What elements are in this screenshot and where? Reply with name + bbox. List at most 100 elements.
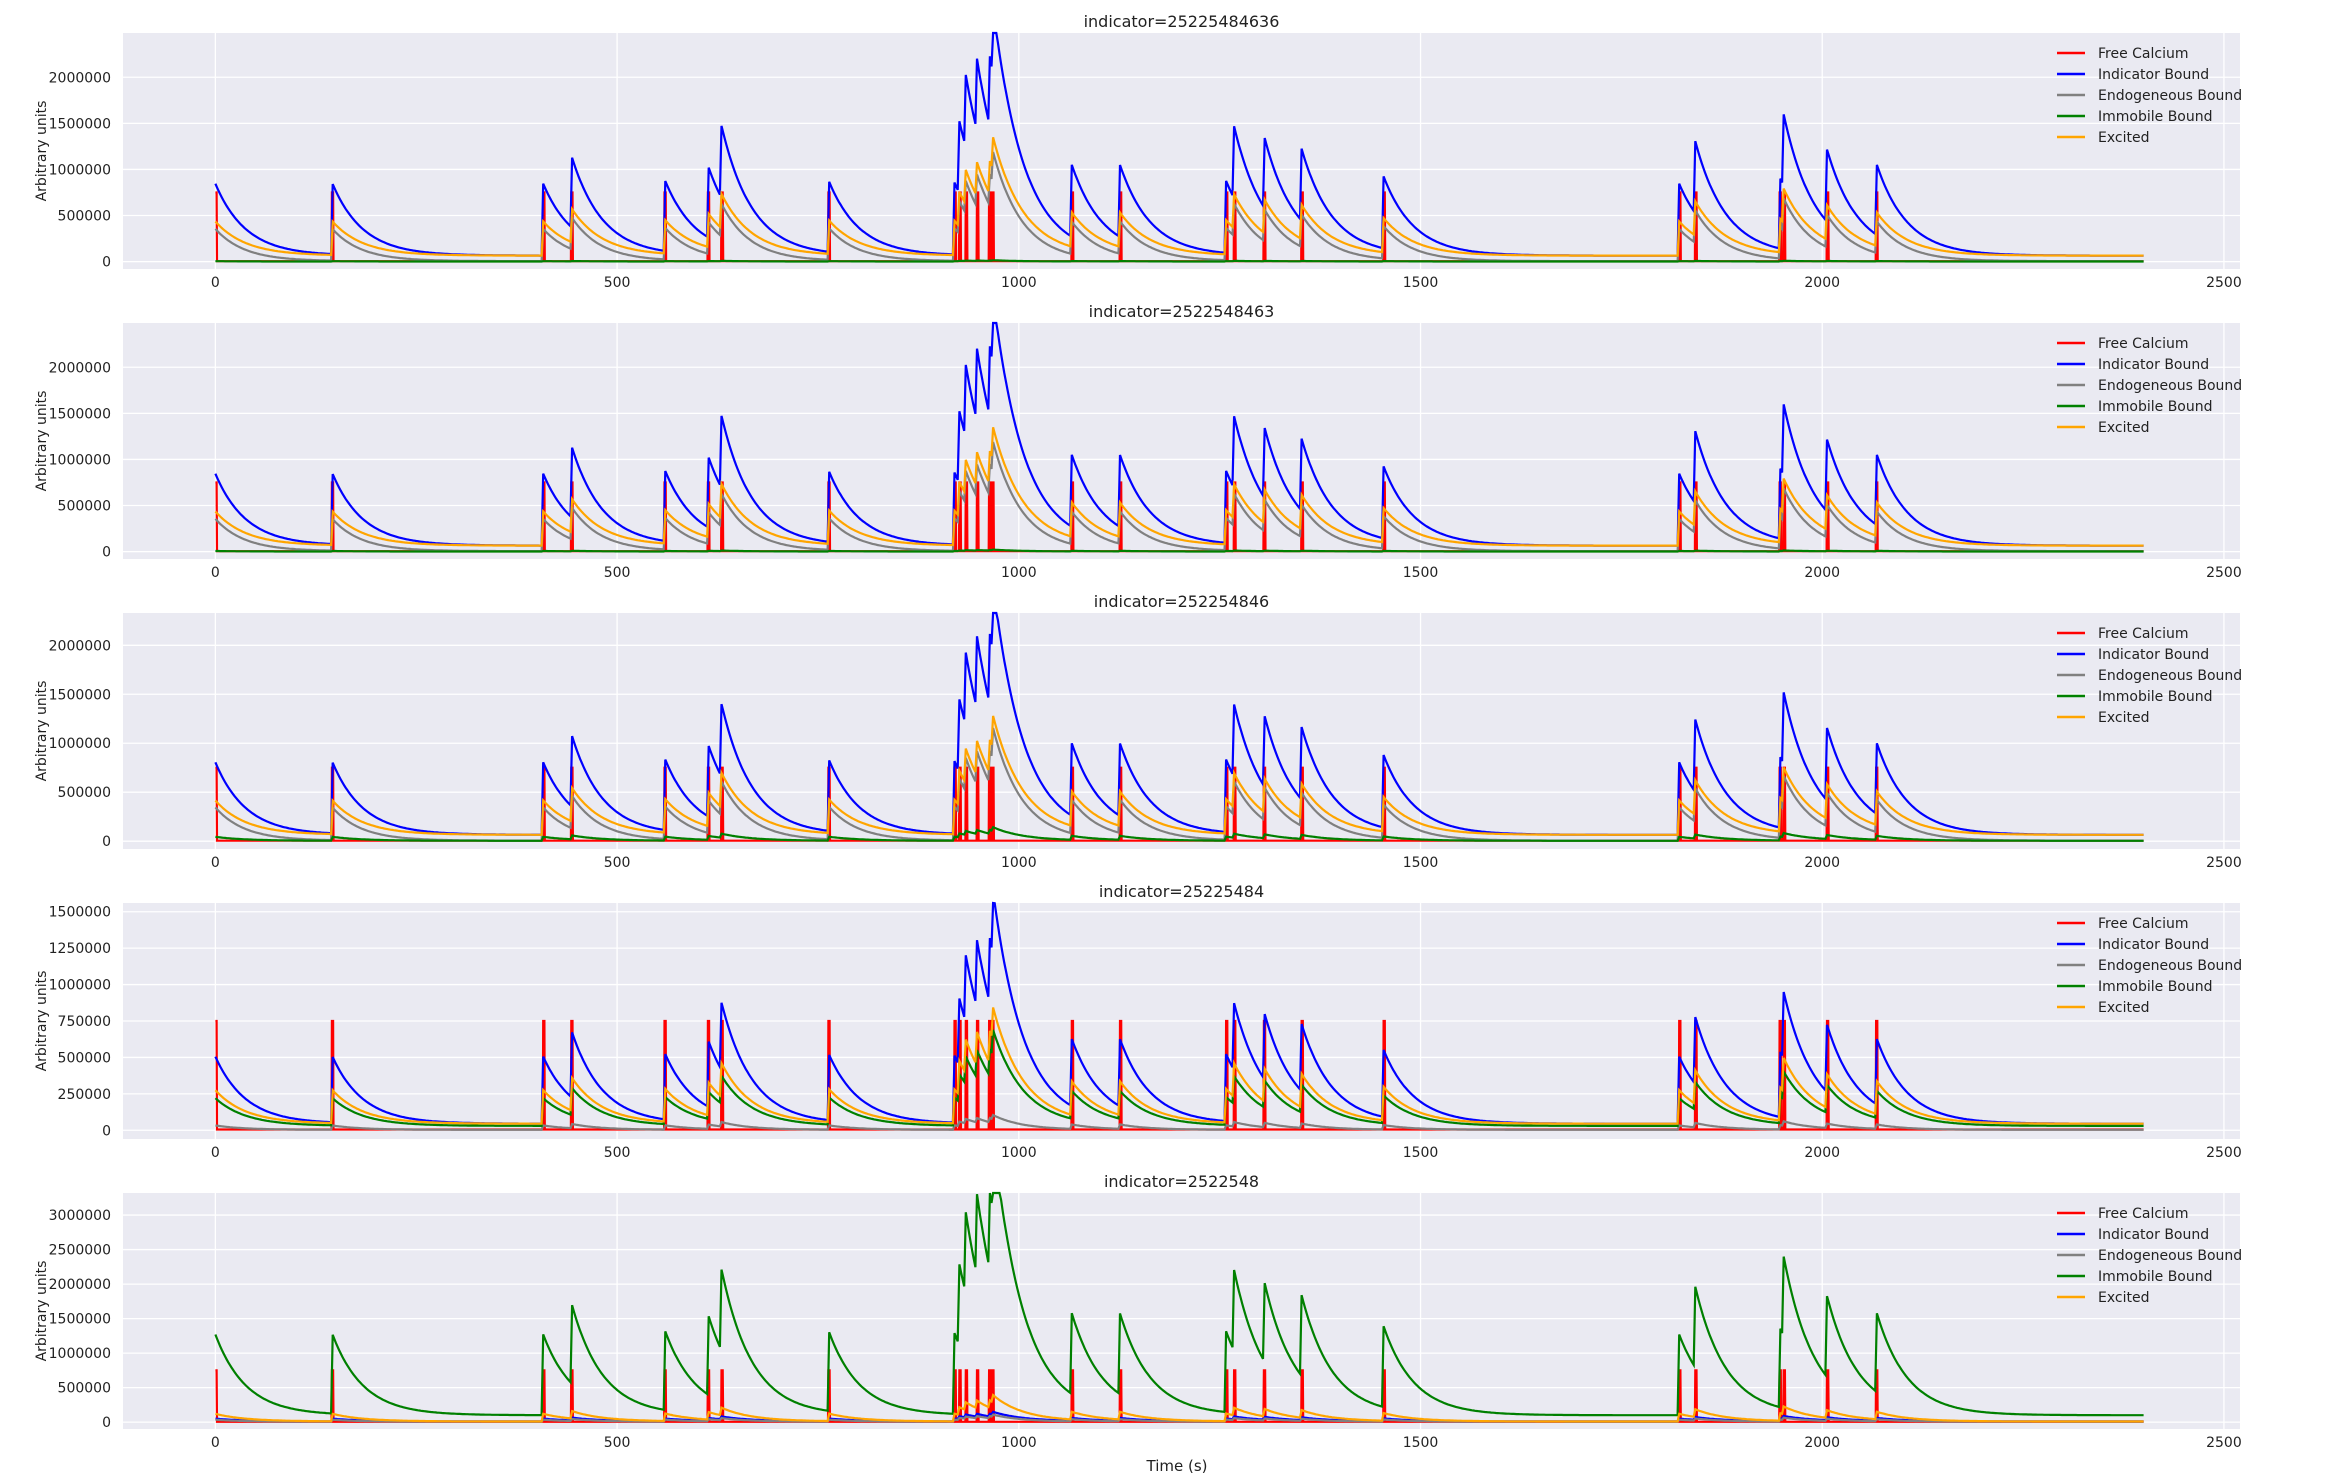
legend-label: Excited — [2098, 130, 2149, 146]
legend-label: Immobile Bound — [2098, 979, 2213, 995]
x-tick-label: 2500 — [2206, 565, 2242, 581]
y-tick-label: 1500000 — [49, 687, 111, 703]
y-tick-label: 2000000 — [49, 1277, 111, 1293]
chart-title: indicator=25225484636 — [1084, 12, 1280, 31]
y-tick-label: 0 — [102, 834, 111, 850]
y-tick-label: 1250000 — [49, 941, 111, 957]
x-tick-label: 500 — [604, 275, 631, 291]
y-tick-label: 1500000 — [49, 116, 111, 132]
x-tick-label: 0 — [211, 1435, 220, 1451]
y-tick-label: 1000000 — [49, 1346, 111, 1362]
x-tick-label: 1000 — [1001, 565, 1037, 581]
plot-area — [123, 33, 2240, 269]
y-tick-label: 250000 — [58, 1087, 111, 1103]
y-tick-label: 0 — [102, 255, 111, 271]
x-tick-label: 500 — [604, 1435, 631, 1451]
y-tick-label: 3000000 — [49, 1208, 111, 1224]
x-tick-label: 1500 — [1403, 1435, 1439, 1451]
legend-label: Excited — [2098, 420, 2149, 436]
y-tick-label: 1000000 — [49, 978, 111, 994]
x-axis-label: Time (s) — [1146, 1457, 1208, 1475]
series-line-immobile-bound — [214, 1029, 2144, 1127]
legend-label: Free Calcium — [2098, 1206, 2189, 1222]
legend-label: Endogeneous Bound — [2098, 958, 2242, 974]
chart-panel-2: indicator=2522548463 0 500 1000 1500 2000 2500… — [34, 302, 2242, 581]
x-tick-label: 1000 — [1001, 275, 1037, 291]
y-tick-label: 500000 — [58, 499, 111, 515]
legend-label: Free Calcium — [2098, 336, 2189, 352]
y-tick-label: 500000 — [58, 1381, 111, 1397]
series-line-excited — [215, 1393, 2144, 1423]
x-tick-label: 500 — [604, 1145, 631, 1161]
legend-label: Endogeneous Bound — [2098, 668, 2242, 684]
y-tick-label: 750000 — [58, 1014, 111, 1030]
chart-panel-1: indicator=25225484636 0 500 1000 1500 2000 250… — [34, 12, 2242, 291]
y-axis-label: Arbitrary units — [34, 971, 50, 1072]
x-tick-label: 1000 — [1001, 1145, 1037, 1161]
x-tick-label: 1000 — [1001, 855, 1037, 871]
x-tick-label: 2500 — [2206, 1435, 2242, 1451]
series-line-endogeneous-bound — [215, 1113, 2144, 1131]
x-tick-label: 1500 — [1403, 565, 1439, 581]
x-tick-label: 2000 — [1804, 565, 1840, 581]
y-tick-label: 0 — [102, 1415, 111, 1431]
y-axis-label: Arbitrary units — [34, 391, 50, 492]
chart-panel-4: indicator=25225484 0 500 1000 1500 2000 2500 0 2… — [34, 882, 2242, 1161]
y-tick-label: 500000 — [58, 209, 111, 225]
legend-label: Indicator Bound — [2098, 357, 2209, 373]
x-tick-label: 2500 — [2206, 275, 2242, 291]
x-tick-label: 2500 — [2206, 855, 2242, 871]
chart-panel-3: indicator=252254846 0 500 1000 1500 2000 2500 0… — [34, 592, 2242, 871]
y-tick-label: 2500000 — [49, 1243, 111, 1259]
legend-label: Endogeneous Bound — [2098, 1248, 2242, 1264]
panels: indicator=25225484636 0 500 1000 1500 2000 250… — [34, 12, 2242, 1451]
x-tick-label: 1000 — [1001, 1435, 1037, 1451]
legend-label: Endogeneous Bound — [2098, 378, 2242, 394]
x-tick-label: 1500 — [1403, 275, 1439, 291]
legend-label: Indicator Bound — [2098, 67, 2209, 83]
plot-area — [123, 613, 2240, 849]
x-tick-label: 1500 — [1403, 855, 1439, 871]
chart-panel-5: indicator=2522548 0 500 1000 1500 2000 2500 0 50… — [34, 1172, 2242, 1451]
y-axis-label: Arbitrary units — [34, 101, 50, 202]
legend-label: Free Calcium — [2098, 46, 2189, 62]
y-tick-label: 2000000 — [49, 360, 111, 376]
legend-label: Excited — [2098, 1290, 2149, 1306]
x-tick-label: 1500 — [1403, 1145, 1439, 1161]
legend-label: Excited — [2098, 1000, 2149, 1016]
y-tick-label: 1500000 — [49, 406, 111, 422]
chart-title: indicator=2522548 — [1104, 1172, 1259, 1191]
chart-title: indicator=25225484 — [1099, 882, 1264, 901]
series-line-immobile-bound — [215, 548, 2144, 553]
x-tick-label: 2000 — [1804, 275, 1840, 291]
legend-label: Free Calcium — [2098, 916, 2189, 932]
legend-label: Immobile Bound — [2098, 399, 2213, 415]
y-tick-label: 1000000 — [49, 162, 111, 178]
plot-area — [123, 323, 2240, 559]
y-tick-label: 2000000 — [49, 70, 111, 86]
legend-label: Excited — [2098, 710, 2149, 726]
y-axis-label: Arbitrary units — [34, 1261, 50, 1362]
y-tick-label: 0 — [102, 545, 111, 561]
series-line-excited — [214, 137, 2144, 257]
series-line-excited — [214, 427, 2144, 547]
legend-label: Free Calcium — [2098, 626, 2189, 642]
y-tick-label: 1500000 — [49, 905, 111, 921]
plot-area — [123, 1193, 2240, 1429]
x-tick-label: 0 — [211, 275, 220, 291]
legend-label: Immobile Bound — [2098, 109, 2213, 125]
x-tick-label: 0 — [211, 565, 220, 581]
y-tick-label: 1500000 — [49, 1312, 111, 1328]
x-tick-label: 500 — [604, 855, 631, 871]
x-tick-label: 2000 — [1804, 1435, 1840, 1451]
legend-label: Immobile Bound — [2098, 1269, 2213, 1285]
legend-label: Indicator Bound — [2098, 937, 2209, 953]
x-tick-label: 0 — [211, 855, 220, 871]
x-tick-label: 2000 — [1804, 1145, 1840, 1161]
series-line-immobile-bound — [215, 825, 2144, 842]
series-line-excited — [214, 715, 2144, 836]
y-tick-label: 2000000 — [49, 638, 111, 654]
chart-title: indicator=2522548463 — [1089, 302, 1275, 321]
series-line-excited — [214, 1007, 2144, 1125]
